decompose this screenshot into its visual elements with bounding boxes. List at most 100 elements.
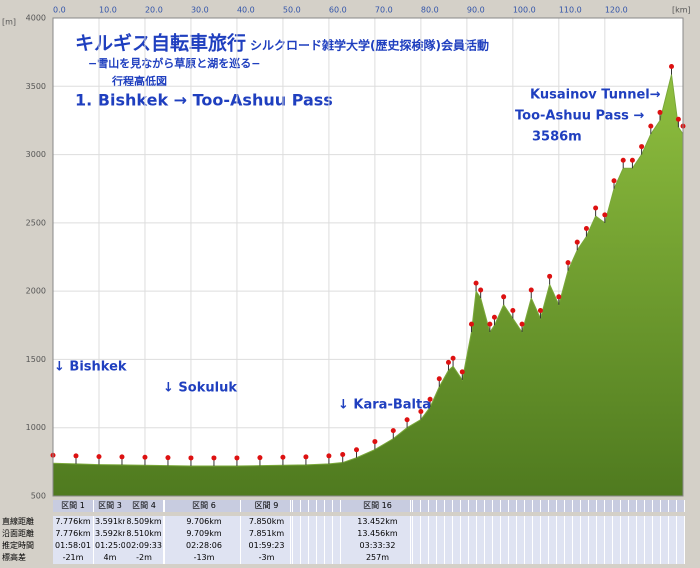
cell xyxy=(541,528,549,540)
cell xyxy=(485,540,493,552)
cell: -13m xyxy=(168,552,241,564)
cell xyxy=(645,552,653,564)
cell xyxy=(309,528,317,540)
cell xyxy=(469,516,477,528)
waypoint-marker xyxy=(326,453,332,464)
cell xyxy=(589,552,597,564)
cell xyxy=(301,552,309,564)
waypoint-marker xyxy=(468,321,474,333)
cell xyxy=(677,516,685,528)
waypoint-marker xyxy=(372,439,378,450)
cell xyxy=(429,528,437,540)
cell xyxy=(653,528,661,540)
cell: -2m xyxy=(125,552,164,564)
waypoint-marker xyxy=(390,428,396,439)
waypoint-marker xyxy=(491,314,497,326)
cell xyxy=(669,540,677,552)
cell xyxy=(565,528,573,540)
cell xyxy=(333,516,341,528)
header-cell xyxy=(621,500,629,512)
header-cell xyxy=(445,500,453,512)
marker-head xyxy=(96,454,102,460)
cell xyxy=(557,540,565,552)
y-tick-label: 3000 xyxy=(26,150,46,159)
cell xyxy=(621,540,629,552)
cell xyxy=(325,552,333,564)
cell xyxy=(485,552,493,564)
cell: 257m xyxy=(345,552,411,564)
waypoint-marker xyxy=(620,157,626,169)
cell xyxy=(661,540,669,552)
waypoint-marker xyxy=(445,359,451,371)
cell xyxy=(333,528,341,540)
waypoint-marker xyxy=(119,454,125,465)
cell xyxy=(317,552,325,564)
cell xyxy=(525,552,533,564)
cell xyxy=(413,540,421,552)
marker-head xyxy=(436,376,442,382)
marker-head xyxy=(574,239,580,245)
cell xyxy=(437,528,445,540)
cell xyxy=(621,516,629,528)
x-tick-label: 120.0 xyxy=(605,6,628,15)
cell xyxy=(597,540,605,552)
marker-head xyxy=(468,321,474,327)
waypoint-marker xyxy=(404,417,410,428)
marker-head xyxy=(404,417,410,423)
marker-head xyxy=(445,359,451,365)
header-cell xyxy=(293,500,301,512)
subtitle: −雪山を見ながら草原と湖を巡る− xyxy=(88,56,260,70)
cell xyxy=(653,540,661,552)
waypoint-marker xyxy=(657,109,663,121)
cell xyxy=(509,516,517,528)
y-tick-label: 500 xyxy=(31,492,46,501)
cell xyxy=(413,528,421,540)
cell xyxy=(669,516,677,528)
header-cell xyxy=(557,500,565,512)
cell: 01:59:23 xyxy=(243,540,291,552)
header-cell xyxy=(661,500,669,512)
marker-head xyxy=(427,396,433,402)
marker-head xyxy=(501,294,507,300)
x-tick-label: 80.0 xyxy=(421,6,439,15)
marker-head xyxy=(450,355,456,361)
cell xyxy=(661,552,669,564)
chart-title: キルギス自転車旅行 xyxy=(75,32,246,55)
cell xyxy=(461,540,469,552)
cell xyxy=(629,540,637,552)
cell xyxy=(461,516,469,528)
cell xyxy=(469,540,477,552)
cell xyxy=(477,552,485,564)
cell xyxy=(477,516,485,528)
cell xyxy=(549,552,557,564)
cell xyxy=(525,528,533,540)
column-header: 区間 9 xyxy=(243,500,291,512)
cell: 3.591km xyxy=(95,516,126,528)
marker-head xyxy=(565,260,571,266)
cell xyxy=(677,528,685,540)
cell xyxy=(605,540,613,552)
cell xyxy=(533,540,541,552)
marker-head xyxy=(593,205,599,211)
cell xyxy=(637,540,645,552)
cell: 7.850km xyxy=(243,516,291,528)
waypoint-marker xyxy=(537,307,543,319)
cell: 8.510km xyxy=(125,528,164,540)
header-cell xyxy=(581,500,589,512)
cell xyxy=(309,516,317,528)
y-tick-label: 3500 xyxy=(26,82,46,91)
cell: 7.776km xyxy=(53,516,94,528)
cell xyxy=(461,528,469,540)
cell xyxy=(661,528,669,540)
x-tick-label: 20.0 xyxy=(145,6,163,15)
header-cell xyxy=(653,500,661,512)
cell xyxy=(605,516,613,528)
cell xyxy=(325,540,333,552)
cell xyxy=(517,552,525,564)
x-tick-label: 90.0 xyxy=(467,6,485,15)
row-label: 沿面距離 xyxy=(2,528,52,540)
waypoint-marker xyxy=(436,376,442,387)
cell xyxy=(437,540,445,552)
cell xyxy=(421,516,429,528)
waypoint-marker xyxy=(142,454,148,466)
